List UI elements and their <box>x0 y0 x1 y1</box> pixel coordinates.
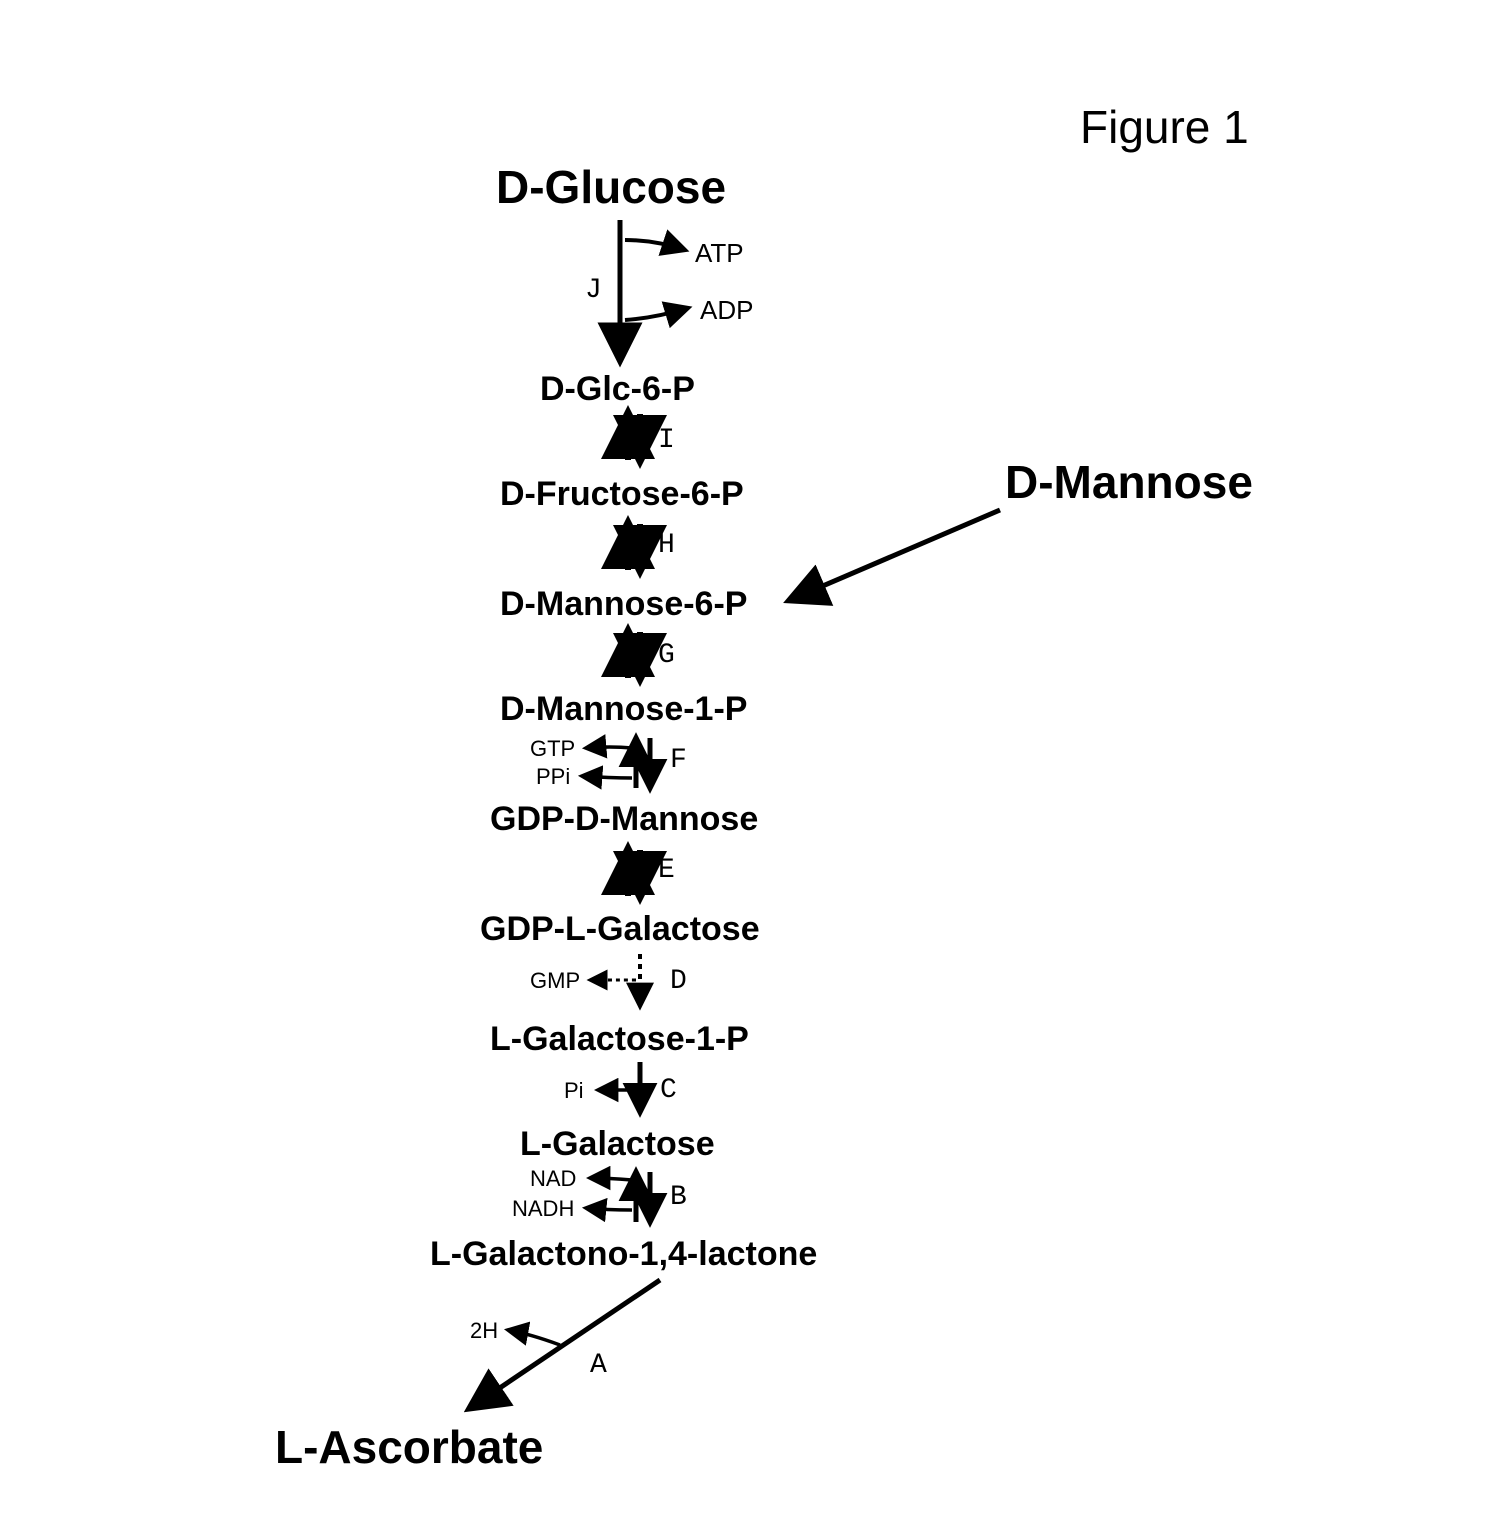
arrow-A <box>470 1280 660 1408</box>
arrow-nad <box>590 1178 632 1180</box>
arrow-nadh <box>586 1208 632 1210</box>
arrow-ppi <box>582 776 632 778</box>
arrow-d-mannose-in <box>790 510 1000 600</box>
arrow-2h <box>508 1330 560 1345</box>
arrow-gtp <box>586 747 632 748</box>
pathway-arrows <box>0 0 1496 1522</box>
arrow-adp <box>625 308 688 320</box>
arrow-atp <box>625 240 685 250</box>
